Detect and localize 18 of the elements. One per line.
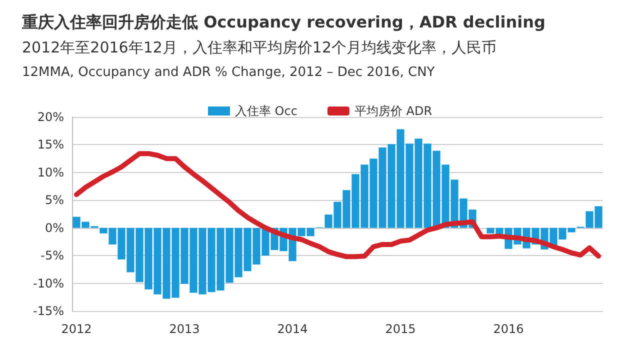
x-tick-label: 2016 bbox=[493, 322, 524, 336]
y-tick-label: -10% bbox=[32, 276, 64, 290]
x-tick-label: 2014 bbox=[277, 322, 308, 336]
y-tick-label: 10% bbox=[37, 165, 64, 180]
y-tick-label: -5% bbox=[40, 248, 64, 263]
legend-label: 入住率 Occ bbox=[234, 104, 298, 118]
x-tick-label: 2012 bbox=[61, 322, 92, 336]
chart-title: 重庆入住率回升房价走低 Occupancy recovering，ADR declining bbox=[21, 12, 546, 32]
y-tick-label: 15% bbox=[37, 138, 64, 152]
chart-subtitle: 2012年至2016年12月，入住率和平均房价12个月均线变化率，人民币 bbox=[22, 38, 497, 56]
y-tick-label: 0% bbox=[44, 220, 64, 235]
x-tick-label: 2015 bbox=[385, 322, 416, 336]
y-tick-label: 5% bbox=[44, 193, 64, 208]
y-tick-label: 20% bbox=[37, 110, 64, 124]
x-tick-label: 2013 bbox=[169, 322, 200, 336]
legend-label: 平均房价 ADR bbox=[354, 104, 432, 118]
text: 12MMA, Occupancy and ADR % Change, 2012 – Dec 2016, CNY bbox=[22, 65, 435, 80]
y-tick-label: -15% bbox=[32, 304, 64, 318]
